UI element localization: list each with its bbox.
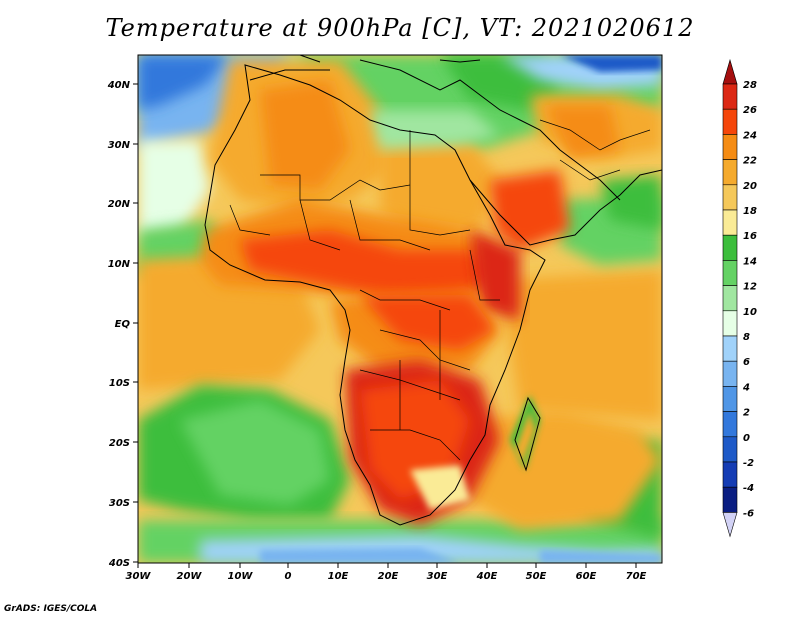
lat-label: EQ	[115, 319, 131, 330]
colorbar-swatch	[722, 310, 738, 337]
lat-label: 30N	[108, 140, 131, 151]
coastlines	[204, 55, 662, 526]
colorbar-label: 28	[743, 80, 757, 91]
colorbar-label: 12	[743, 282, 757, 293]
lon-label: 20E	[378, 571, 399, 582]
colorbar-swatch	[722, 386, 738, 412]
colorbar-label: 6	[743, 357, 750, 368]
colorbar-label: 16	[743, 231, 757, 242]
colorbar-label: -6	[743, 508, 754, 519]
lon-label: 70E	[626, 571, 647, 582]
map-title: Temperature at 900hPa [C], VT: 202102061…	[105, 14, 695, 42]
colorbar-swatch	[722, 285, 738, 312]
colorbar-label: 2	[743, 408, 750, 419]
lat-labels: 40N 30N 20N 10N EQ 10S 20S 30S 40S	[107, 80, 131, 569]
colorbar-swatch	[722, 360, 738, 387]
colorbar-label: 26	[743, 105, 757, 116]
lat-label: 10N	[108, 259, 131, 270]
colorbar-label: 22	[743, 156, 757, 167]
colorbar-label: -2	[743, 458, 754, 469]
colorbar-label: 8	[743, 332, 750, 343]
colorbar-label: 14	[743, 256, 757, 267]
lon-label: 10E	[328, 571, 349, 582]
colorbar-swatch	[722, 108, 738, 135]
lon-label: 20W	[177, 571, 203, 582]
lon-label: 60E	[576, 571, 597, 582]
colorbar-swatch	[722, 234, 738, 261]
lat-axis	[133, 83, 138, 563]
credit-label: GrADS: IGES/COLA	[4, 604, 98, 614]
lat-label: 40S	[108, 558, 130, 569]
colorbar-label: 20	[743, 181, 757, 192]
colorbar-swatch	[722, 159, 738, 186]
lat-label: 10S	[109, 378, 130, 389]
colorbar-label: 10	[743, 307, 757, 318]
lon-label: 0	[285, 571, 292, 582]
lon-label: 30E	[427, 571, 448, 582]
colorbar-label: -4	[743, 483, 754, 494]
colorbar-label: 24	[743, 130, 757, 141]
colorbar-swatch	[722, 83, 738, 110]
colorbar-swatch	[722, 134, 738, 160]
lon-label: 30W	[126, 571, 152, 582]
colorbar-swatch	[722, 461, 738, 488]
colorbar-swatch	[722, 209, 738, 236]
lat-label: 20S	[109, 438, 130, 449]
colorbar-swatch	[722, 486, 738, 513]
lat-label: 30S	[109, 498, 130, 509]
plot-frame	[137, 54, 663, 564]
lon-label: 40E	[476, 571, 498, 582]
colorbar-bottom-arrow	[722, 512, 738, 538]
colorbar-swatch	[722, 335, 738, 362]
colorbar-label: 0	[743, 433, 750, 444]
lon-label: 10W	[228, 571, 254, 582]
colorbar-swatch	[722, 260, 738, 286]
temperature-field	[138, 55, 662, 563]
lat-label: 20N	[108, 199, 131, 210]
lon-labels: 30W 20W 10W 0 10E 20E 30E 40E 50E 60E 70…	[126, 571, 647, 582]
colorbar-swatch	[722, 184, 738, 211]
colorbar-label: 18	[743, 206, 757, 217]
colorbar-label: 4	[742, 382, 750, 393]
colorbar-top-arrow	[722, 58, 738, 85]
lon-axis	[137, 563, 637, 568]
lat-label: 40N	[107, 80, 131, 91]
lon-label: 50E	[526, 571, 547, 582]
colorbar-swatch	[722, 436, 738, 463]
colorbar-swatch	[722, 411, 738, 438]
country-borders	[229, 119, 651, 461]
